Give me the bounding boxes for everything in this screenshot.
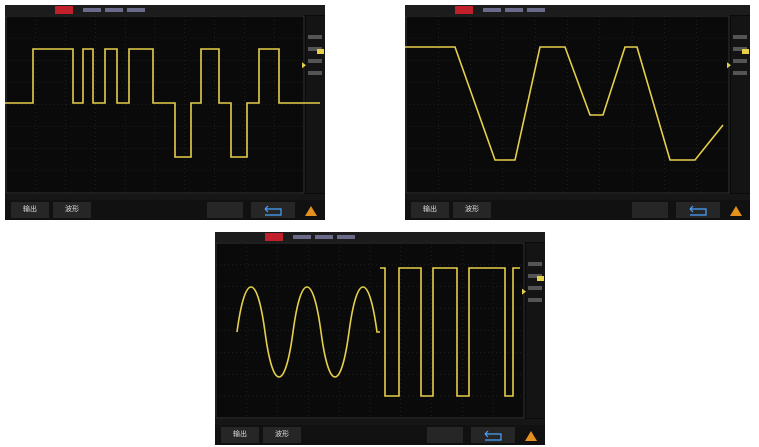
screen-chrome [405,5,750,220]
side-text [308,59,322,63]
button-label: 波形 [275,429,289,438]
side-text [308,35,322,39]
run-badge [55,6,73,14]
side-text [528,262,542,266]
side-text [308,71,322,75]
status-text [127,8,145,12]
side-tag [317,49,324,54]
info-bar [405,194,750,200]
screen-chrome [5,5,325,220]
side-tag [742,49,749,54]
status-text [315,235,333,239]
soft-button[interactable] [632,202,668,218]
side-text [528,298,542,302]
status-text [483,8,501,12]
status-text [337,235,355,239]
info-bar [5,194,325,200]
side-tag [537,276,544,281]
soft-button[interactable] [427,427,463,443]
button-label: 波形 [65,204,79,213]
side-text [733,71,747,75]
info-bar [215,419,545,425]
button-label: 输出 [423,204,437,213]
scope-screen: 输出 波形 [5,5,325,220]
scope-screen: 输出 波形 [405,5,750,220]
status-text [83,8,101,12]
side-text [528,286,542,290]
run-badge [265,233,283,241]
status-text [105,8,123,12]
top-bar [215,232,545,242]
side-text [733,35,747,39]
button-label: 输出 [23,204,37,213]
soft-button[interactable] [207,202,243,218]
page: {"screens": [ {"buttons": ["输出", "波形"]},… [0,0,759,447]
side-text [733,59,747,63]
screen-bg [405,5,750,220]
side-panel [731,16,750,193]
status-text [293,235,311,239]
side-panel [526,243,545,418]
button-label: 输出 [233,429,247,438]
screen-chrome [215,232,545,445]
scope-screen: 输出 波形 [215,232,545,445]
screen-bg [5,5,325,220]
run-badge [455,6,473,14]
side-panel [306,16,325,193]
screen-bg [215,232,545,445]
top-bar [5,5,325,15]
status-text [505,8,523,12]
button-label: 波形 [465,204,479,213]
status-text [527,8,545,12]
screenshot: 输出波形 输出波形 输出波形 [0,0,759,447]
